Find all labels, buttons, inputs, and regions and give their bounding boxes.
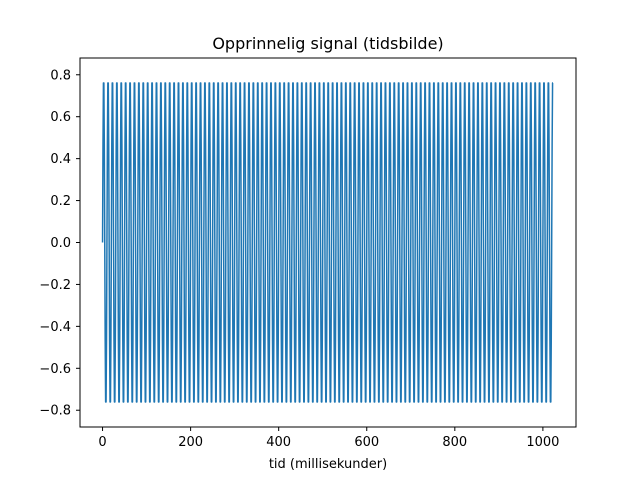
x-tick-label: 0 <box>98 435 106 450</box>
series-line-0 <box>101 82 554 403</box>
y-tick-label: 0.2 <box>50 194 71 209</box>
y-tick-label: 0.6 <box>50 110 71 125</box>
y-tick-label: −0.2 <box>39 278 71 293</box>
x-tick-label: 1000 <box>526 435 559 450</box>
x-tick-label: 600 <box>354 435 379 450</box>
x-tick-label: 800 <box>442 435 467 450</box>
x-tick-label: 400 <box>266 435 291 450</box>
y-tick-label: −0.6 <box>39 362 71 377</box>
chart-title: Opprinnelig signal (tidsbilde) <box>212 34 443 53</box>
plot-area: 0 200 400 600 800 1000 −0.8 −0.6 −0.4 −0.2 0.0 0.2 0… <box>39 57 577 450</box>
x-tick-label: 200 <box>178 435 203 450</box>
y-tick-label: −0.4 <box>39 320 71 335</box>
y-tick-label: −0.8 <box>39 404 71 419</box>
y-tick-label: 0.4 <box>50 152 71 167</box>
y-tick-label: 0.8 <box>50 68 71 83</box>
y-tick-label: 0.0 <box>50 236 71 251</box>
x-axis-label: tid (millisekunder) <box>269 457 387 472</box>
